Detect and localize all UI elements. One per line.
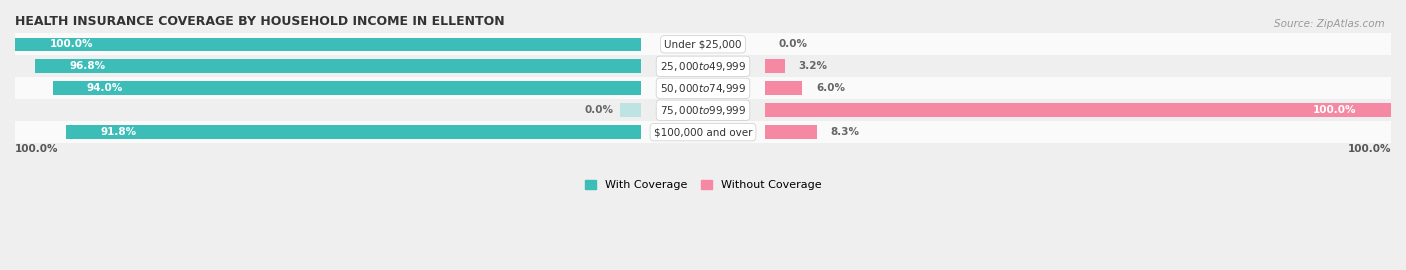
Text: $25,000 to $49,999: $25,000 to $49,999 bbox=[659, 60, 747, 73]
Bar bbox=[765, 82, 803, 95]
Bar bbox=[15, 38, 641, 51]
Bar bbox=[35, 59, 641, 73]
Text: $75,000 to $99,999: $75,000 to $99,999 bbox=[659, 104, 747, 117]
Bar bbox=[15, 99, 1391, 121]
Bar bbox=[15, 121, 1391, 143]
Bar bbox=[15, 77, 1391, 99]
Text: 0.0%: 0.0% bbox=[585, 105, 613, 115]
Text: 8.3%: 8.3% bbox=[831, 127, 859, 137]
Text: 6.0%: 6.0% bbox=[817, 83, 845, 93]
Text: 100.0%: 100.0% bbox=[1347, 144, 1391, 154]
Bar bbox=[66, 125, 641, 139]
Text: 100.0%: 100.0% bbox=[49, 39, 93, 49]
Text: $100,000 and over: $100,000 and over bbox=[654, 127, 752, 137]
Bar bbox=[15, 55, 1391, 77]
Bar bbox=[765, 59, 785, 73]
Text: Under $25,000: Under $25,000 bbox=[664, 39, 742, 49]
Bar bbox=[15, 33, 1391, 55]
Text: Source: ZipAtlas.com: Source: ZipAtlas.com bbox=[1274, 19, 1385, 29]
Text: 100.0%: 100.0% bbox=[15, 144, 59, 154]
Text: 0.0%: 0.0% bbox=[779, 39, 807, 49]
Text: 96.8%: 96.8% bbox=[69, 61, 105, 71]
Bar bbox=[620, 103, 641, 117]
Text: 3.2%: 3.2% bbox=[799, 61, 828, 71]
Text: 91.8%: 91.8% bbox=[101, 127, 136, 137]
Bar bbox=[765, 103, 1391, 117]
Legend: With Coverage, Without Coverage: With Coverage, Without Coverage bbox=[585, 180, 821, 190]
Text: $50,000 to $74,999: $50,000 to $74,999 bbox=[659, 82, 747, 95]
Bar bbox=[52, 82, 641, 95]
Text: 94.0%: 94.0% bbox=[87, 83, 124, 93]
Bar bbox=[765, 125, 817, 139]
Text: 100.0%: 100.0% bbox=[1313, 105, 1357, 115]
Text: HEALTH INSURANCE COVERAGE BY HOUSEHOLD INCOME IN ELLENTON: HEALTH INSURANCE COVERAGE BY HOUSEHOLD I… bbox=[15, 15, 505, 28]
